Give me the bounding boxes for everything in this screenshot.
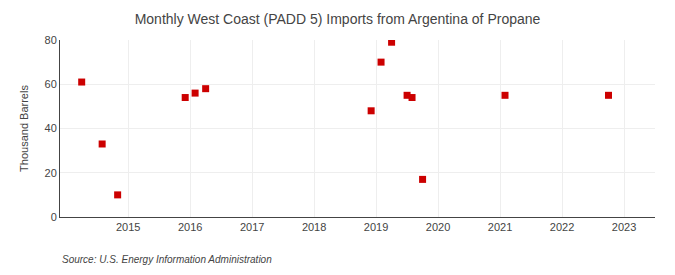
svg-text:Monthly West Coast (PADD 5) Im: Monthly West Coast (PADD 5) Imports from… — [135, 11, 541, 27]
svg-text:2019: 2019 — [364, 221, 388, 233]
svg-text:2018: 2018 — [302, 221, 326, 233]
svg-text:40: 40 — [45, 122, 57, 134]
svg-text:2016: 2016 — [178, 221, 202, 233]
svg-text:2017: 2017 — [240, 221, 264, 233]
svg-text:2023: 2023 — [612, 221, 636, 233]
svg-text:2020: 2020 — [426, 221, 450, 233]
svg-text:2022: 2022 — [550, 221, 574, 233]
svg-text:2015: 2015 — [116, 221, 140, 233]
svg-text:0: 0 — [51, 211, 57, 223]
svg-text:20: 20 — [45, 167, 57, 179]
svg-text:Source: U.S. Energy Informatio: Source: U.S. Energy Information Administ… — [62, 254, 272, 265]
svg-text:80: 80 — [45, 34, 57, 46]
svg-text:60: 60 — [45, 78, 57, 90]
svg-text:2021: 2021 — [488, 221, 512, 233]
svg-text:Thousand Barrels: Thousand Barrels — [18, 85, 30, 172]
